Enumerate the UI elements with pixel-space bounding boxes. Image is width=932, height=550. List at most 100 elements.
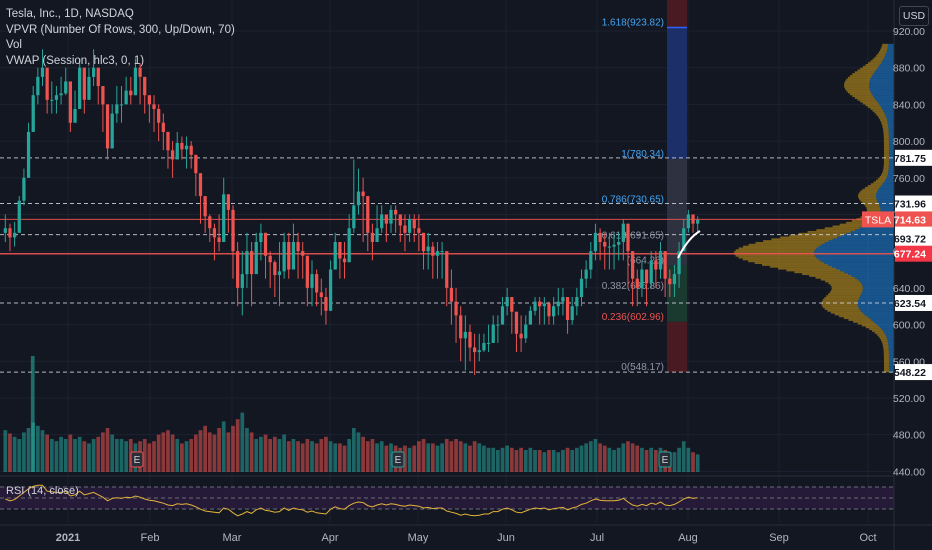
vpvr-up-bar <box>869 82 894 85</box>
vpvr-up-bar <box>878 201 894 204</box>
volume-bar <box>226 432 231 472</box>
volume-bar <box>370 439 375 472</box>
vpvr-up-bar <box>875 98 894 101</box>
vpvr-up-bar <box>862 311 894 314</box>
candle-body <box>696 219 700 224</box>
vpvr-up-bar <box>877 199 894 202</box>
price-tick-label: 600.00 <box>893 320 925 332</box>
candle-body <box>96 67 100 87</box>
candle-body <box>301 251 305 256</box>
volume-bar <box>203 425 207 472</box>
vpvr-up-bar <box>882 60 894 63</box>
vpvr-down-bar <box>882 172 889 175</box>
vpvr-down-bar <box>866 207 881 209</box>
vpvr-up-bar <box>828 240 894 242</box>
vpvr-down-bar <box>883 359 889 362</box>
volume-bar <box>616 447 621 472</box>
candle-body <box>579 278 584 298</box>
vpvr-profile <box>734 43 894 373</box>
indicator-volume[interactable]: Vol <box>6 39 22 51</box>
price-tick-label: 840.00 <box>893 99 925 111</box>
candle-body <box>31 95 35 132</box>
volume-bar <box>496 450 500 472</box>
candle-body <box>426 246 430 252</box>
volume-bar <box>686 447 691 472</box>
vpvr-down-bar <box>872 109 884 112</box>
volume-bar <box>653 450 658 472</box>
vpvr-down-bar <box>881 122 888 125</box>
vpvr-down-bar <box>734 251 815 254</box>
volume-bar <box>198 430 203 472</box>
vpvr-up-bar <box>888 361 894 364</box>
rsi-title[interactable]: RSI (14, close) <box>6 485 79 497</box>
vpvr-down-bar <box>845 87 870 90</box>
volume-bar <box>221 421 226 472</box>
vpvr-up-bar <box>831 265 894 268</box>
volume-bar <box>407 447 412 472</box>
vpvr-up-bar <box>888 131 894 134</box>
vpvr-up-bar <box>879 205 894 208</box>
vpvr-down-bar <box>786 269 841 272</box>
currency-button[interactable]: USD <box>899 6 929 26</box>
vpvr-up-bar <box>887 119 894 121</box>
candle-body <box>217 237 221 242</box>
volume-bar <box>426 443 431 472</box>
volume-bar <box>17 439 22 472</box>
candle-body <box>236 251 240 288</box>
vpvr-down-bar <box>844 84 869 87</box>
candle-body <box>226 194 230 210</box>
candle-body <box>514 311 519 334</box>
vpvr-down-bar <box>872 330 884 332</box>
vpvr-up-bar <box>887 45 894 48</box>
candle-body <box>189 145 193 155</box>
vpvr-up-bar <box>888 150 894 153</box>
vpvr-up-bar <box>884 179 894 182</box>
vpvr-down-bar <box>883 355 889 358</box>
vpvr-up-bar <box>870 89 894 92</box>
vpvr-up-bar <box>816 256 894 259</box>
volume-bar <box>240 412 245 472</box>
indicator-vwap[interactable]: VWAP (Session, hlc3, 0, 1) <box>6 54 145 67</box>
volume-bar <box>537 450 542 472</box>
candle-body <box>45 67 49 100</box>
vpvr-down-bar <box>882 126 889 129</box>
volume-bar <box>254 439 259 472</box>
volume-bar <box>556 452 561 472</box>
indicator-vpvr[interactable]: VPVR (Number Of Rows, 300, Up/Down, 70) <box>6 23 235 36</box>
candle-body <box>310 274 314 288</box>
volume-bar <box>73 439 77 472</box>
vpvr-down-bar <box>883 168 889 171</box>
candle-body <box>36 76 40 96</box>
candle-body <box>556 301 560 307</box>
vpvr-up-bar <box>832 238 894 241</box>
vpvr-up-bar <box>883 330 894 332</box>
vpvr-up-bar <box>850 230 894 233</box>
volume-bar <box>565 447 570 472</box>
candle-body <box>691 214 695 224</box>
vpvr-down-bar <box>742 258 819 261</box>
volume-bar <box>333 443 338 472</box>
vpvr-down-bar <box>879 175 887 178</box>
vpvr-up-bar <box>886 51 894 54</box>
candle-body <box>603 242 607 247</box>
vpvr-down-bar <box>839 223 867 226</box>
vpvr-up-bar <box>874 71 894 74</box>
vpvr-up-bar <box>887 120 894 123</box>
vpvr-down-bar <box>881 174 888 176</box>
vpvr-down-bar <box>846 221 871 224</box>
vpvr-down-bar <box>853 320 874 323</box>
vpvr-down-bar <box>883 130 889 132</box>
vpvr-up-bar <box>866 315 894 318</box>
vpvr-up-bar <box>869 84 894 87</box>
vpvr-down-bar <box>798 232 847 235</box>
symbol-title[interactable]: Tesla, Inc., 1D, NASDAQ <box>6 8 134 20</box>
vpvr-down-bar <box>769 265 832 268</box>
vpvr-up-bar <box>883 109 894 112</box>
volume-bar <box>282 434 286 472</box>
vpvr-down-bar <box>834 313 865 316</box>
vpvr-up-bar <box>876 197 894 200</box>
candle-body <box>245 251 249 275</box>
volume-bar <box>249 432 254 472</box>
volume-bar <box>379 441 384 472</box>
